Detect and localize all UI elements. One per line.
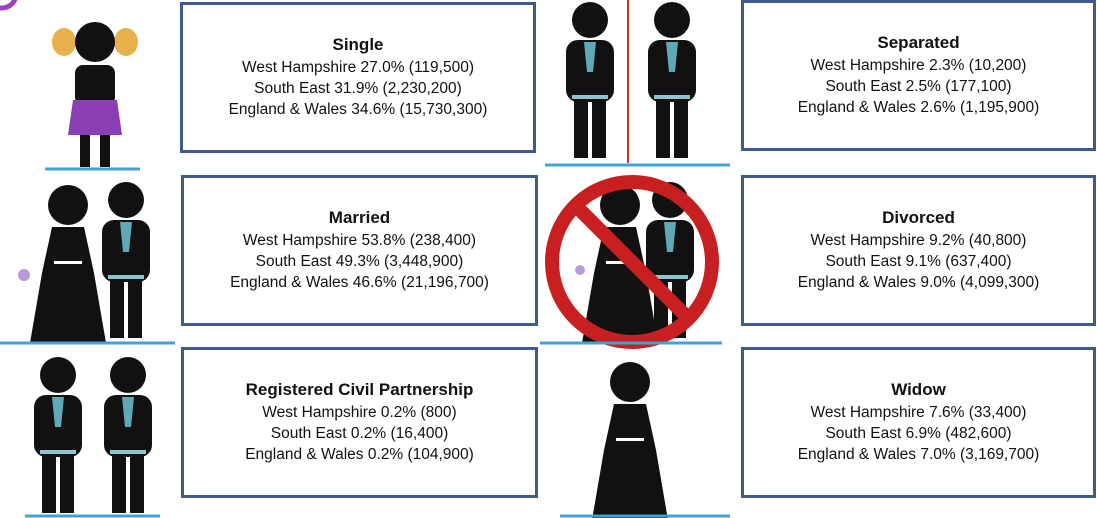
panel-title: Married	[328, 208, 391, 227]
stat-panel: Registered Civil Partnership West Hampshi…	[181, 347, 538, 498]
panel-line: South East 49.3% (3,448,900)	[255, 253, 464, 270]
panel-title: Divorced	[882, 208, 955, 227]
panel-line: England & Wales 7.0% (3,169,700)	[797, 446, 1040, 463]
panel-line: South East 2.5% (177,100)	[825, 78, 1012, 95]
panel-line: South East 0.2% (16,400)	[270, 425, 449, 442]
panel-line: West Hampshire 7.6% (33,400)	[810, 404, 1027, 421]
panel-title: Separated	[877, 33, 960, 52]
stat-panel: Separated West Hampshire 2.3% (10,200) Sou…	[741, 0, 1096, 151]
panel-line: South East 9.1% (637,400)	[825, 253, 1012, 270]
panel-line: England & Wales 2.6% (1,195,900)	[797, 99, 1040, 116]
widow-icon	[560, 362, 730, 518]
panel-line: South East 31.9% (2,230,200)	[254, 80, 462, 97]
panel-line: West Hampshire 9.2% (40,800)	[810, 232, 1027, 249]
panel-line: England & Wales 46.6% (21,196,700)	[230, 274, 489, 291]
panel-line: West Hampshire 27.0% (119,500)	[241, 59, 475, 76]
panel-line: West Hampshire 53.8% (238,400)	[242, 232, 477, 249]
stat-panel: Single West Hampshire 27.0% (119,500) Sout…	[180, 2, 536, 153]
civil-partnership-icon	[25, 357, 160, 518]
panel-line: England & Wales 34.6% (15,730,300)	[228, 101, 488, 118]
panel-line: West Hampshire 2.3% (10,200)	[810, 57, 1027, 74]
panel-line: West Hampshire 0.2% (800)	[262, 404, 457, 421]
panel-title: Single	[332, 35, 384, 54]
panel-title: Widow	[891, 380, 946, 399]
stat-panel: Divorced West Hampshire 9.2% (40,800) Sout…	[741, 175, 1096, 326]
single-icon	[45, 22, 140, 171]
decor-circle	[0, 0, 18, 11]
divorced-icon	[540, 175, 722, 349]
panel-line: England & Wales 0.2% (104,900)	[245, 446, 474, 463]
panel-line: England & Wales 9.0% (4,099,300)	[797, 274, 1040, 291]
panel-line: South East 6.9% (482,600)	[825, 425, 1012, 442]
separated-icon	[545, 0, 730, 167]
married-icon	[0, 182, 175, 345]
stat-panel: Married West Hampshire 53.8% (238,400) Sou…	[181, 175, 538, 326]
stat-panel: Widow West Hampshire 7.6% (33,400) South E…	[741, 347, 1096, 498]
panel-title: Registered Civil Partnership	[245, 380, 474, 399]
